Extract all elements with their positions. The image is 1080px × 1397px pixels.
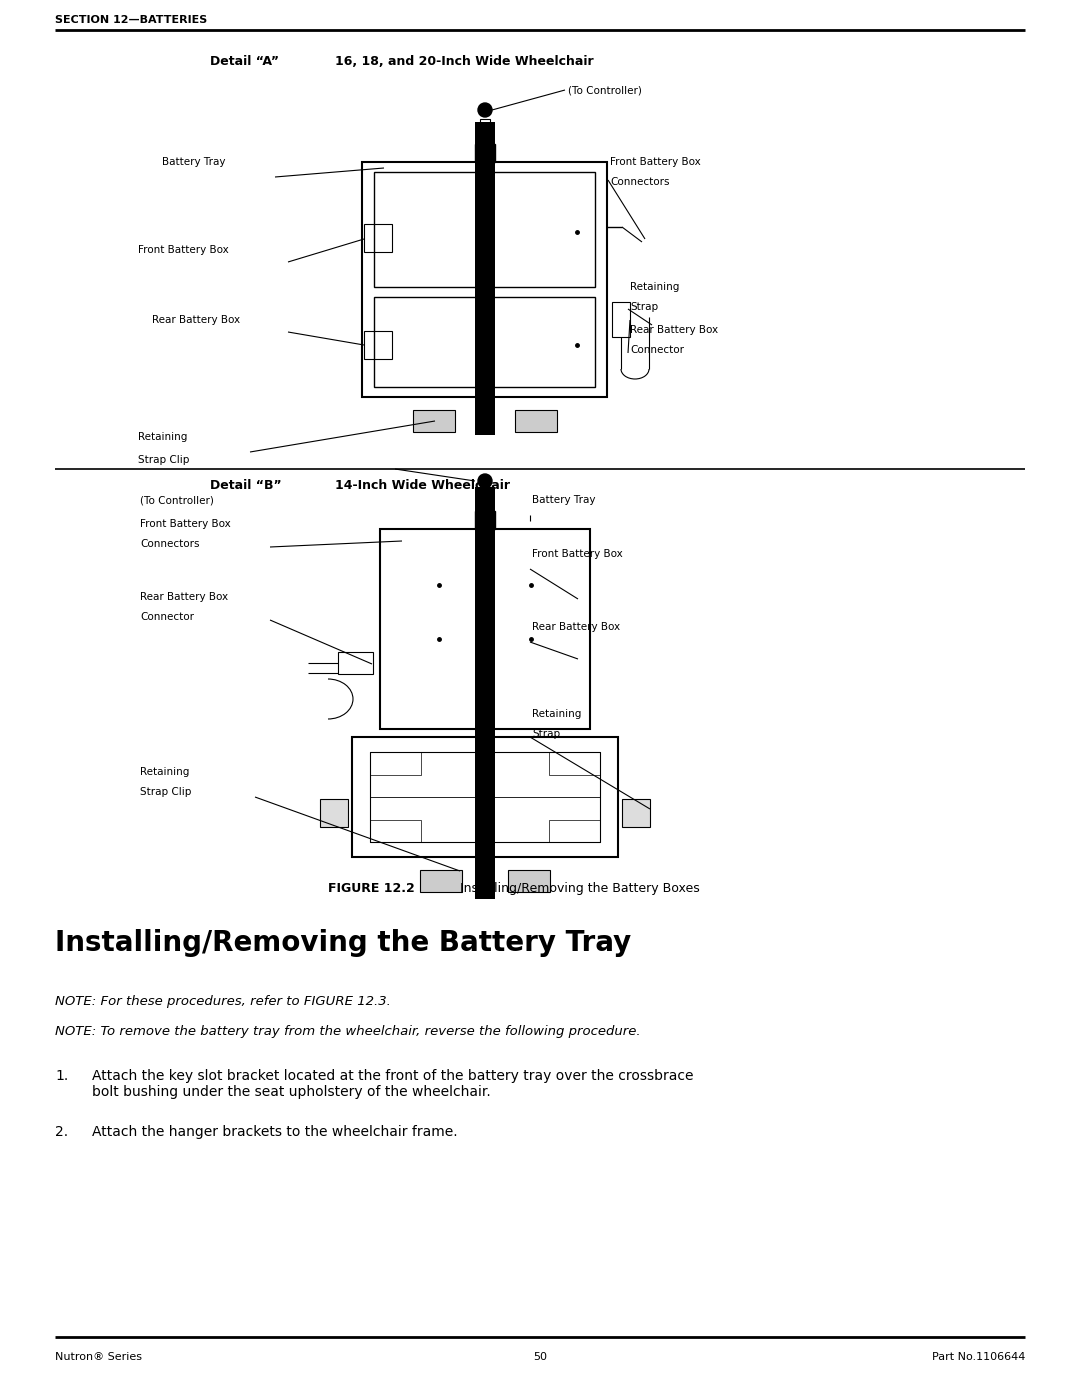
Bar [508,870,550,893]
Bar [380,529,590,729]
Circle shape [478,103,492,117]
Text: Rear Battery Box: Rear Battery Box [532,622,620,631]
Text: 16, 18, and 20-Inch Wide Wheelchair: 16, 18, and 20-Inch Wide Wheelchair [335,54,594,68]
Text: NOTE: To remove the battery tray from the wheelchair, reverse the following proc: NOTE: To remove the battery tray from th… [55,1025,640,1038]
Bar [374,172,595,286]
Text: Retaining: Retaining [138,432,187,441]
Bar [364,331,392,359]
Text: Connectors: Connectors [140,539,200,549]
Bar [515,409,557,432]
Bar [352,738,618,856]
Text: Front Battery Box: Front Battery Box [138,244,229,256]
Text: Rear Battery Box: Rear Battery Box [140,592,228,602]
Text: Part No.1106644: Part No.1106644 [932,1352,1025,1362]
Text: Retaining: Retaining [532,710,581,719]
Text: Front Battery Box: Front Battery Box [610,156,701,168]
Bar [480,119,490,144]
Text: Battery Tray: Battery Tray [162,156,226,168]
Text: Connector: Connector [140,612,194,622]
Bar [475,144,495,162]
Text: Strap: Strap [630,302,658,312]
Bar [374,298,595,387]
Text: 14-Inch Wide Wheelchair: 14-Inch Wide Wheelchair [335,479,510,492]
Text: Detail “A”: Detail “A” [210,54,279,68]
Bar [370,752,600,842]
Text: 2.: 2. [55,1125,68,1139]
Text: Nutron® Series: Nutron® Series [55,1352,141,1362]
Bar [338,652,373,673]
Text: Attach the hanger brackets to the wheelchair frame.: Attach the hanger brackets to the wheelc… [92,1125,458,1139]
Bar [364,224,392,251]
Text: FIGURE 12.2: FIGURE 12.2 [328,882,415,895]
Text: Strap: Strap [532,729,561,739]
Text: (To Controller): (To Controller) [140,495,214,504]
Text: Retaining: Retaining [630,282,679,292]
Bar [413,409,455,432]
Text: 1.: 1. [55,1069,68,1083]
Bar [320,799,348,827]
Bar [370,820,420,842]
Text: Connector: Connector [630,345,684,355]
Text: (To Controller): (To Controller) [568,85,642,95]
Text: Attach the key slot bracket located at the front of the battery tray over the cr: Attach the key slot bracket located at t… [92,1069,693,1099]
Bar [622,799,650,827]
Text: Connectors: Connectors [610,177,670,187]
Text: Strap Clip: Strap Clip [138,455,189,465]
Bar [612,302,630,337]
Text: Rear Battery Box: Rear Battery Box [630,326,718,335]
Text: SECTION 12—BATTERIES: SECTION 12—BATTERIES [55,15,207,25]
Bar [475,122,495,434]
Bar [480,489,490,511]
Text: Front Battery Box: Front Battery Box [140,520,231,529]
Text: Retaining: Retaining [140,767,189,777]
Text: Installing/Removing the Battery Boxes: Installing/Removing the Battery Boxes [460,882,700,895]
Bar [550,820,600,842]
Text: Detail “B”: Detail “B” [210,479,282,492]
Text: Rear Battery Box: Rear Battery Box [152,314,240,326]
Text: Battery Tray: Battery Tray [532,495,595,504]
Text: 50: 50 [534,1352,546,1362]
Text: Installing/Removing the Battery Tray: Installing/Removing the Battery Tray [55,929,631,957]
Bar [475,511,495,529]
Text: Strap Clip: Strap Clip [140,787,191,798]
Bar [475,488,495,900]
Text: Front Battery Box: Front Battery Box [532,549,623,559]
Bar [550,752,600,774]
Bar [370,752,420,774]
Text: NOTE: For these procedures, refer to FIGURE 12.3.: NOTE: For these procedures, refer to FIG… [55,995,391,1009]
Bar [420,870,462,893]
Circle shape [478,474,492,488]
Bar [362,162,607,397]
